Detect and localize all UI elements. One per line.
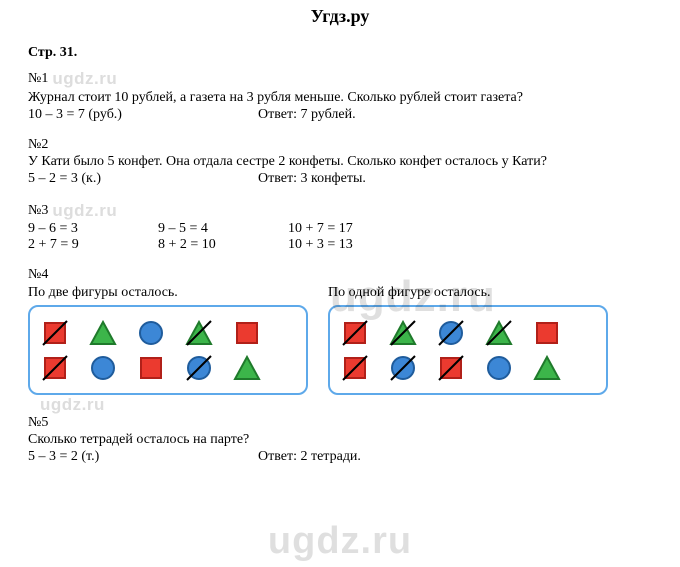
page-reference: Стр. 31. (28, 45, 652, 61)
equation-row: 2 + 7 = 9 8 + 2 = 10 10 + 3 = 13 (28, 237, 652, 253)
shape-square (232, 318, 262, 348)
watermark-bottom: ugdz.ru (0, 520, 680, 563)
eq-2c: 10 + 3 = 13 (288, 237, 418, 253)
shape-square (532, 318, 562, 348)
problem-2-text: У Кати было 5 конфет. Она отдала сестре … (28, 154, 652, 170)
shape-square (340, 318, 370, 348)
problem-2-calc: 5 – 2 = 3 (к.) (28, 171, 258, 187)
shape-triangle (388, 318, 418, 348)
shape-square (340, 353, 370, 383)
eq-1a: 9 – 6 = 3 (28, 221, 158, 237)
shape-circle (88, 353, 118, 383)
shape-square (436, 353, 466, 383)
figure-box-left (28, 305, 308, 395)
problem-1-text: Журнал стоит 10 рублей, а газета на 3 ру… (28, 90, 652, 106)
watermark-inline: ugdz.ru (52, 201, 117, 221)
shape-row (40, 318, 296, 348)
problem-5-calc: 5 – 3 = 2 (т.) (28, 449, 258, 465)
shape-row (40, 353, 296, 383)
figure-caption-left: По две фигуры осталось. (28, 285, 308, 301)
shape-triangle (532, 353, 562, 383)
shape-circle (436, 318, 466, 348)
shape-triangle (484, 318, 514, 348)
shape-row (340, 353, 596, 383)
site-title: Угдз.ру (28, 6, 652, 27)
shape-square (136, 353, 166, 383)
eq-2a: 2 + 7 = 9 (28, 237, 158, 253)
eq-2b: 8 + 2 = 10 (158, 237, 288, 253)
problem-1-answer: Ответ: 7 рублей. (258, 107, 356, 123)
shape-circle (484, 353, 514, 383)
shape-triangle (88, 318, 118, 348)
problem-5-answer: Ответ: 2 тетради. (258, 449, 361, 465)
figure-caption-right: По одной фигуре осталось. (328, 285, 608, 301)
problem-5-text: Сколько тетрадей осталось на парте? (28, 432, 652, 448)
figure-box-right (328, 305, 608, 395)
shape-triangle (184, 318, 214, 348)
watermark-inline: ugdz.ru (52, 69, 117, 89)
shape-circle (136, 318, 166, 348)
problem-2-number: №2 (28, 137, 48, 153)
shape-triangle (232, 353, 262, 383)
shape-circle (184, 353, 214, 383)
problem-1-calc: 10 – 3 = 7 (руб.) (28, 107, 258, 123)
problem-1-number: №1 (28, 71, 48, 87)
watermark-inline: ugdz.ru (40, 395, 105, 415)
eq-1b: 9 – 5 = 4 (158, 221, 288, 237)
shape-circle (388, 353, 418, 383)
shape-square (40, 318, 70, 348)
eq-1c: 10 + 7 = 17 (288, 221, 418, 237)
equation-row: 9 – 6 = 3 9 – 5 = 4 10 + 7 = 17 (28, 221, 652, 237)
shape-square (40, 353, 70, 383)
problem-3-number: №3 (28, 203, 48, 219)
problem-4-number: №4 (28, 267, 48, 283)
problem-2-answer: Ответ: 3 конфеты. (258, 171, 366, 187)
shape-row (340, 318, 596, 348)
problem-5-number: №5 (28, 415, 48, 431)
